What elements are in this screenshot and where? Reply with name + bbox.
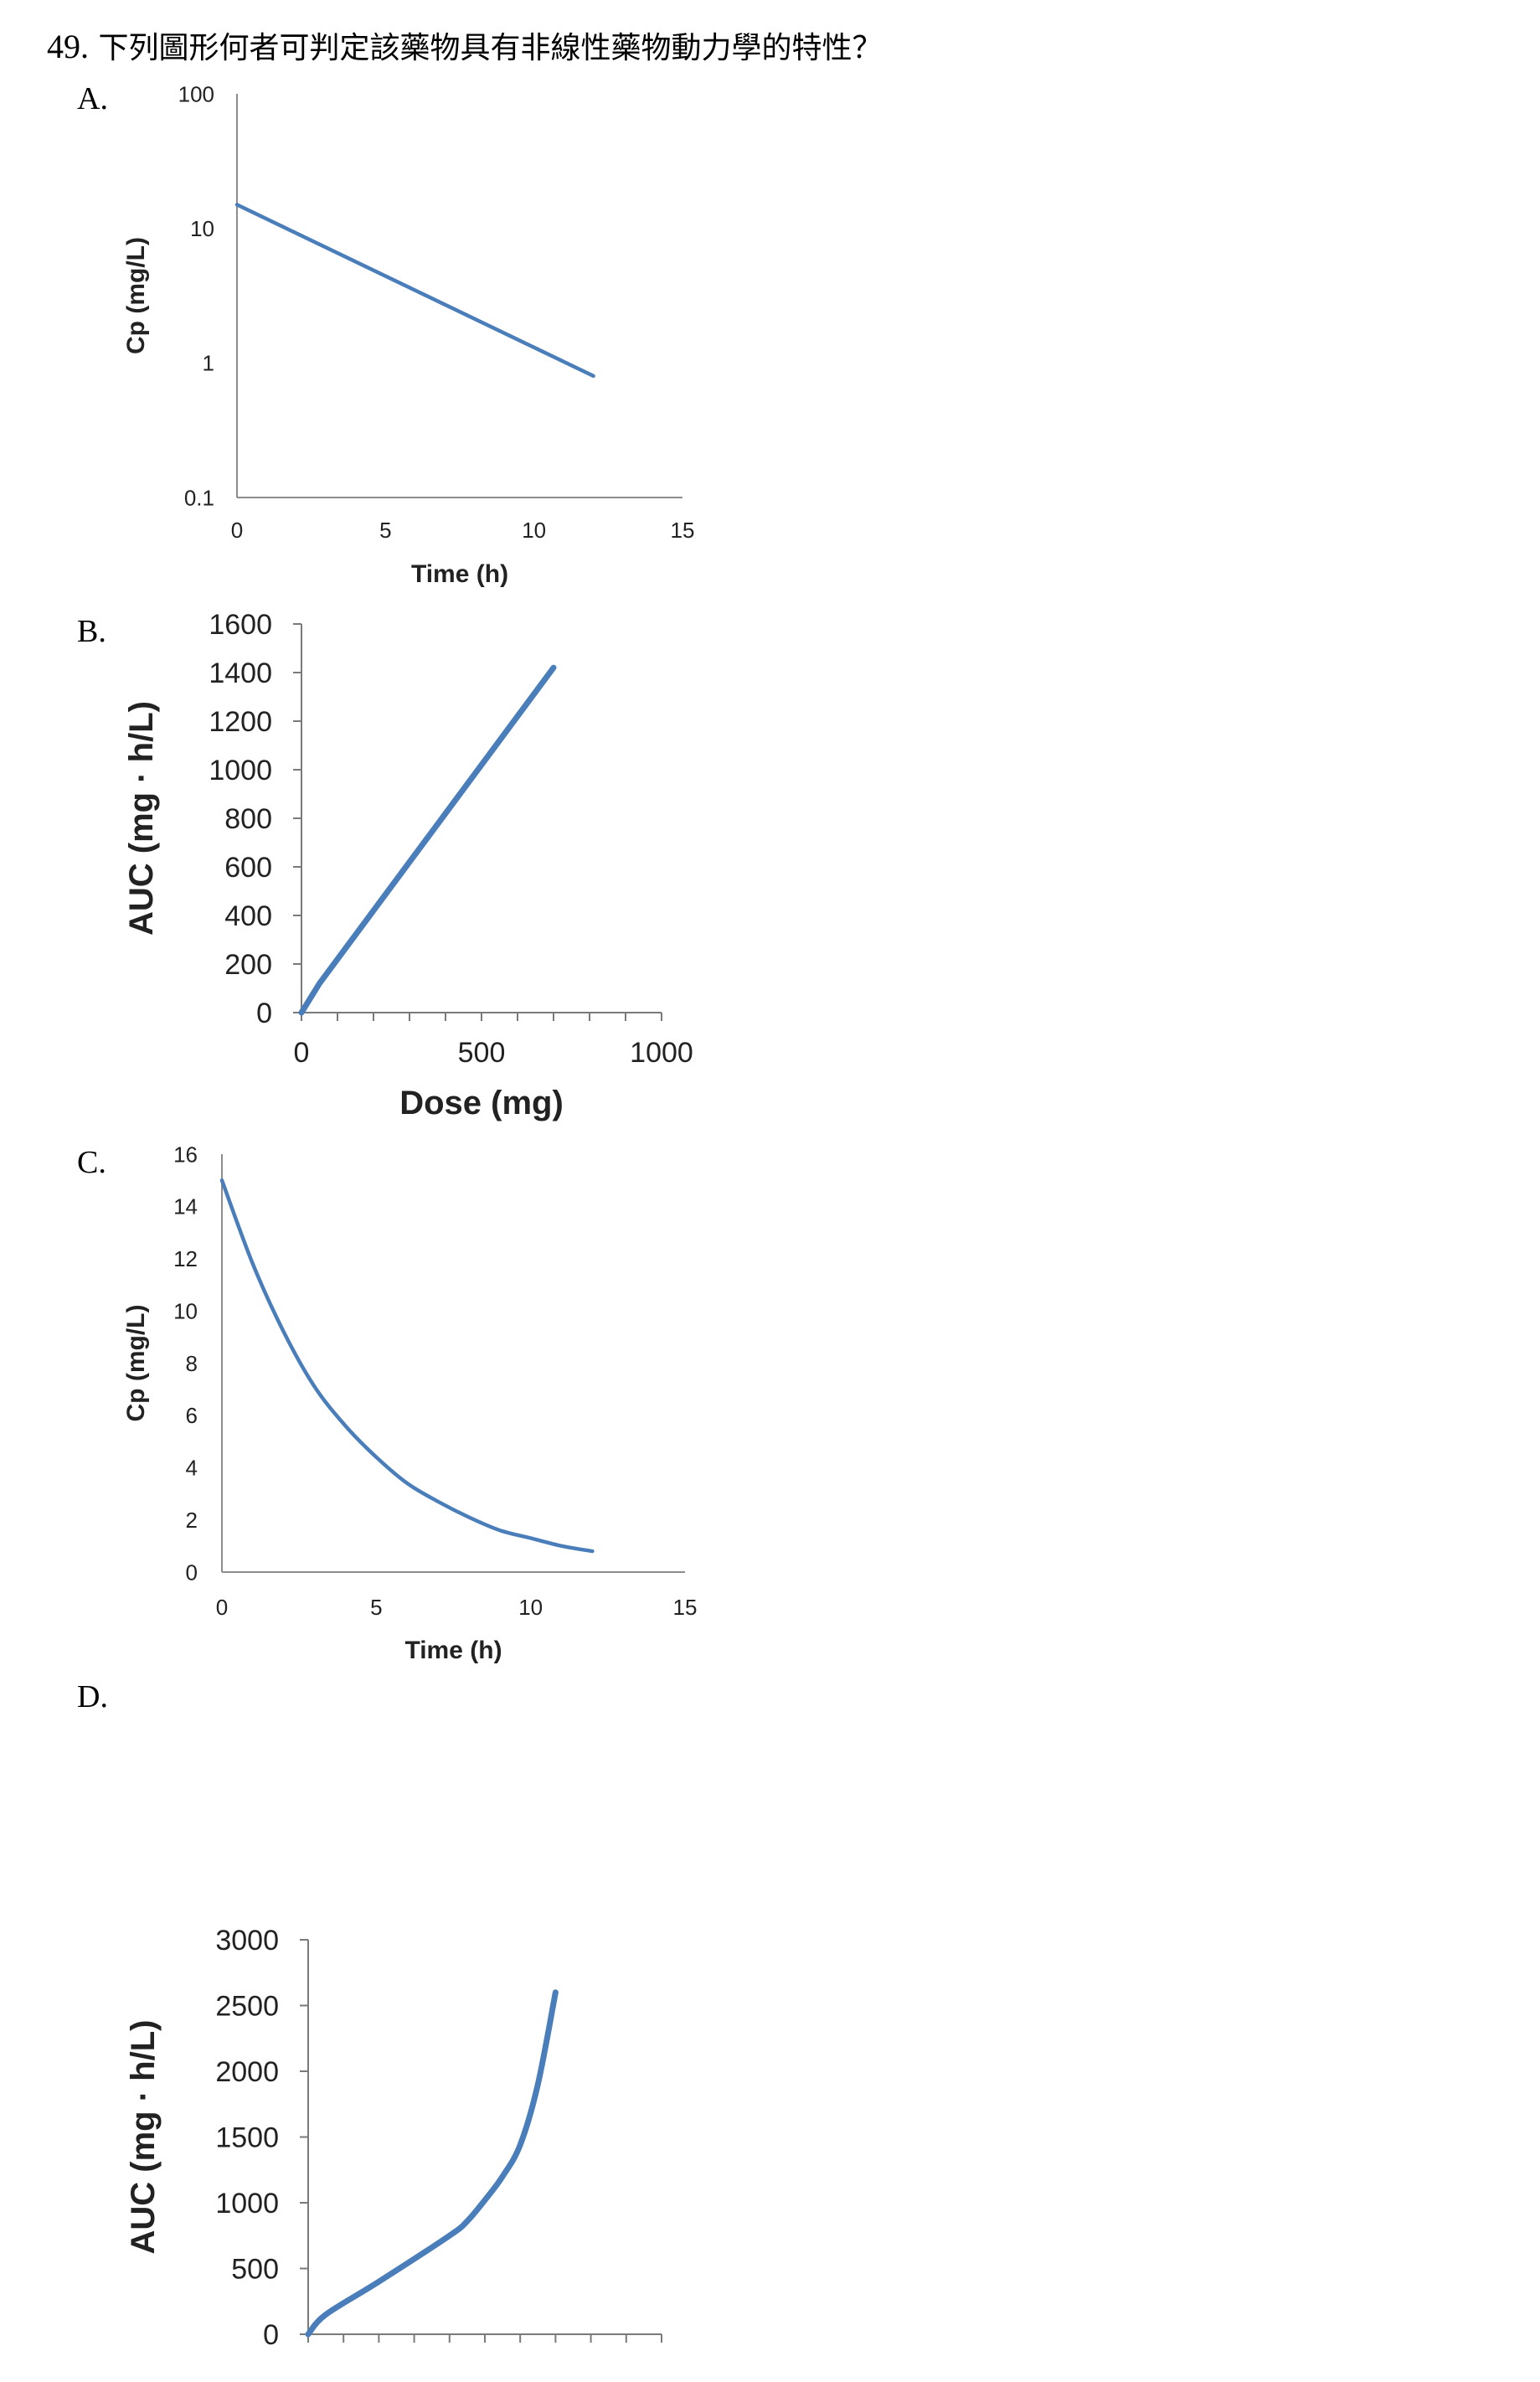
x-tick-label: 1000	[630, 1037, 693, 1069]
x-tick-label: 10	[522, 518, 546, 543]
question-stem: 49. 下列圖形何者可判定該藥物具有非線性藥物動力學的特性？	[47, 23, 882, 67]
y-tick-label: 200	[224, 949, 272, 981]
y-tick-label: 0	[256, 998, 272, 1029]
y-tick-label: 100	[178, 81, 214, 106]
y-tick-label: 1200	[209, 706, 272, 738]
y-tick-label: 0.1	[184, 485, 214, 510]
y-tick-label: 2	[186, 1508, 198, 1533]
y-tick-label: 0	[263, 2319, 279, 2351]
x-tick-label: 15	[671, 518, 695, 543]
y-tick-label: 1600	[209, 609, 272, 641]
y-tick-label: 1000	[215, 2188, 279, 2220]
y-tick-label: 2500	[215, 1991, 279, 2023]
chart-option-a: 0.1 1 10 100 0 5 10 15 Time (h) Cp (mg/L)	[122, 81, 695, 588]
option-b-label[interactable]: B.	[77, 614, 106, 649]
x-axis-title: Time (h)	[411, 560, 508, 588]
option-a-label[interactable]: A.	[77, 81, 108, 116]
y-tick-label: 2000	[215, 2056, 279, 2088]
y-axis-title: Cp (mg/L)	[122, 1305, 150, 1422]
y-tick-label: 600	[224, 852, 272, 884]
x-tick-label: 10	[518, 1595, 543, 1620]
y-tick-label: 6	[186, 1403, 198, 1428]
y-tick-label: 800	[224, 803, 272, 835]
option-d-label[interactable]: D.	[77, 1679, 108, 1714]
series-line	[234, 203, 595, 379]
question-text: 下列圖形何者可判定該藥物具有非線性藥物動力學的特性？	[98, 31, 883, 65]
chart-option-b: 0 200 400 600 800 1000 1200 1400 1600 0 500 1000 Dos…	[123, 609, 693, 1121]
x-tick-label: 15	[673, 1595, 698, 1620]
y-tick-label: 3000	[215, 1925, 279, 1957]
y-tick-label: 400	[224, 900, 272, 932]
y-tick-label: 4	[186, 1456, 198, 1481]
x-tick-label: 0	[216, 1595, 228, 1620]
x-tick-label: 5	[370, 1595, 382, 1620]
x-tick-label: 0	[294, 1037, 310, 1069]
chart-option-c: 0 2 4 6 8 10 12 14 16 0 5 10 15 Time (h) Cp (mg/L)	[122, 1142, 698, 1664]
y-tick-label: 10	[173, 1298, 198, 1323]
x-tick-label: 500	[458, 1037, 506, 1069]
y-tick-label: 16	[173, 1142, 198, 1167]
x-axis-title: Dose (mg)	[399, 1085, 564, 1121]
y-axis-title: AUC (mg · h/L)	[125, 2020, 162, 2255]
y-axis-title: Cp (mg/L)	[122, 237, 150, 354]
y-tick-label: 1000	[209, 755, 272, 786]
series-line	[219, 1178, 595, 1554]
y-tick-label: 1500	[215, 2122, 279, 2154]
y-tick-label: 10	[190, 216, 214, 241]
x-axis-title: Time (h)	[404, 1637, 502, 1664]
y-tick-label: 1400	[209, 657, 272, 689]
question-number: 49.	[47, 28, 89, 65]
option-c-label[interactable]: C.	[77, 1145, 106, 1180]
y-tick-label: 14	[173, 1194, 198, 1219]
x-tick-label: 5	[379, 518, 391, 543]
series-line	[298, 664, 557, 1016]
y-tick-label: 8	[186, 1351, 198, 1376]
y-tick-label: 1	[203, 351, 214, 376]
y-tick-label: 500	[231, 2254, 279, 2286]
series-line	[305, 1989, 559, 2338]
y-axis-title: AUC (mg · h/L)	[123, 701, 160, 936]
y-tick-label: 0	[186, 1560, 198, 1585]
x-tick-label: 0	[231, 518, 243, 543]
y-tick-label: 12	[173, 1246, 198, 1271]
